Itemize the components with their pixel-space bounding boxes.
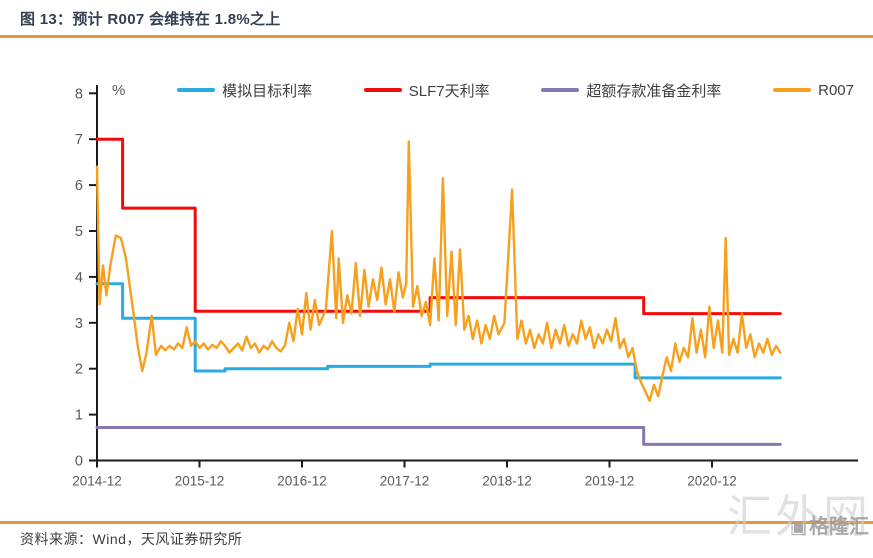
legend-item-excess-reserve-rate: 超额存款准备金利率: [541, 80, 721, 101]
legend-swatch-r007: [773, 88, 812, 92]
x-tick-label: 2014-12: [72, 474, 122, 489]
chart-legend: % 模拟目标利率 SLF7天利率 超额存款准备金利率 R007: [112, 78, 854, 102]
x-tick-label: 2016-12: [277, 474, 327, 489]
y-tick-label: 0: [75, 454, 83, 470]
legend-label-slf-7day-rate: SLF7天利率: [408, 82, 490, 100]
title-rule: [0, 35, 873, 38]
legend-item-r007: R007: [773, 82, 854, 99]
legend-label-simulated-target-rate: 模拟目标利率: [222, 82, 313, 100]
x-tick-label: 2019-12: [585, 474, 635, 489]
footer-rule: [0, 521, 873, 524]
figure-title: 图 13：预计 R007 会维持在 1.8%之上: [20, 11, 281, 28]
legend-label-excess-reserve-rate: 超额存款准备金利率: [586, 82, 722, 100]
y-tick-label: 8: [75, 86, 83, 102]
y-axis-unit-label: %: [112, 81, 126, 99]
y-tick-label: 3: [75, 316, 83, 332]
y-tick-label: 2: [75, 362, 83, 378]
y-tick-label: 1: [75, 408, 83, 424]
legend-swatch-excess-reserve-rate: [541, 88, 580, 92]
y-tick-label: 4: [75, 270, 83, 286]
x-tick-label: 2018-12: [482, 474, 532, 489]
series-line-excess-reserve-rate: [95, 426, 782, 446]
y-tick-label: 6: [75, 178, 83, 194]
series-line-r007: [95, 140, 782, 402]
legend-label-r007: R007: [818, 81, 854, 99]
legend-swatch-simulated-target-rate: [177, 88, 216, 92]
legend-swatch-slf-7day-rate: [363, 88, 402, 92]
x-tick-label: 2020-12: [687, 474, 737, 489]
x-tick-label: 2015-12: [175, 474, 225, 489]
x-tick-label: 2017-12: [380, 474, 430, 489]
y-tick-label: 7: [75, 132, 83, 148]
y-tick-label: 5: [75, 224, 83, 240]
legend-item-slf-7day-rate: SLF7天利率: [363, 80, 490, 101]
data-source: 资料来源：Wind，天风证券研究所: [20, 531, 243, 547]
legend-item-simulated-target-rate: 模拟目标利率: [177, 80, 312, 101]
